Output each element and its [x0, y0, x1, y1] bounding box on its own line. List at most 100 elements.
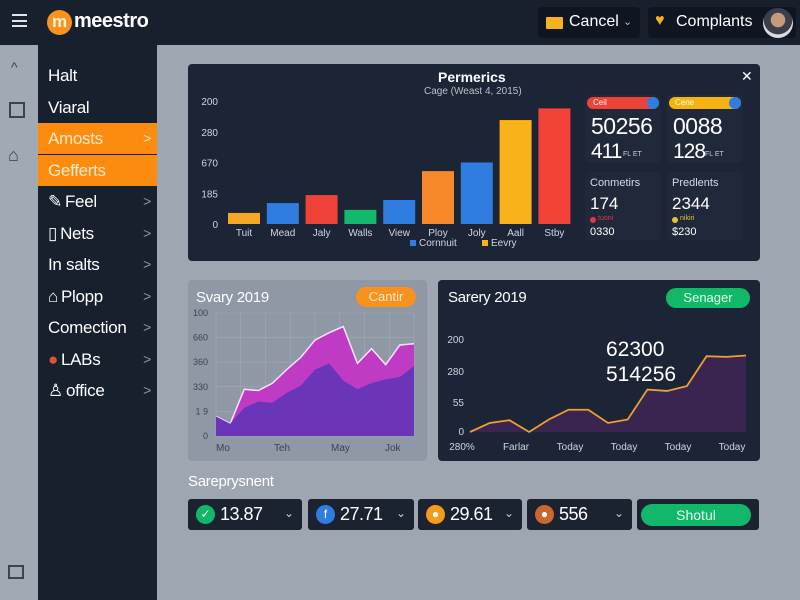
- stat-title: Conmetirs: [590, 177, 641, 189]
- sidebar-item-comection[interactable]: Comection >: [38, 312, 157, 343]
- value-dropdown[interactable]: ✓ 13.87 ⌄: [188, 499, 302, 530]
- check-icon: ✓: [196, 505, 215, 524]
- value-dropdown[interactable]: ● 29.61 ⌄: [418, 499, 522, 530]
- x-tick-label: Jok: [385, 443, 402, 454]
- chart-subtitle: Cage (Weast 4, 2015): [424, 86, 522, 97]
- chart-title: Permerics: [438, 69, 506, 85]
- home-icon: ⌂: [48, 286, 58, 306]
- y-tick-label: 670: [201, 159, 218, 170]
- bar-chart: 0 185 670 280 200 Tuit Mead Jaly Walls View Ploy Jo…: [201, 97, 571, 249]
- settings-icon[interactable]: [8, 565, 24, 579]
- value-dropdown[interactable]: ● 556 ⌄: [527, 499, 632, 530]
- dropdown-value: 13.87: [220, 504, 263, 524]
- chevron-down-icon: ⌄: [283, 506, 294, 520]
- x-tick-label: Joly: [468, 228, 486, 239]
- stat-pill[interactable]: Ceil: [587, 97, 659, 109]
- edit-icon[interactable]: [9, 102, 25, 118]
- status-label: nikiri: [680, 215, 695, 222]
- stat-pill[interactable]: Cene: [669, 97, 741, 109]
- user-icon: ♙: [48, 381, 63, 400]
- home-icon[interactable]: ⌂: [8, 145, 19, 165]
- sidebar-item-label: office: [65, 381, 105, 400]
- sidebar-item-nets[interactable]: ▯ Nets >: [38, 218, 157, 249]
- chevron-down-icon: ⌄: [613, 506, 624, 520]
- sidebar-item-plopp[interactable]: ⌂ Plopp >: [38, 281, 157, 312]
- y-tick-label: 0: [203, 431, 208, 441]
- senager-badge[interactable]: Senager: [666, 288, 750, 308]
- user-avatar[interactable]: [763, 8, 793, 38]
- status-dot: [672, 217, 678, 223]
- line-area-fill: [470, 355, 746, 432]
- sidebar-item-label: Amosts: [48, 129, 103, 148]
- stat-pill-label: Ceil: [593, 98, 607, 107]
- cantir-badge[interactable]: Cantir: [356, 287, 416, 307]
- status-label: tuoni: [598, 215, 614, 222]
- close-icon[interactable]: ✕: [741, 68, 753, 84]
- chevron-right-icon: >: [143, 130, 151, 146]
- bar-walls: [344, 209, 377, 224]
- chevron-right-icon: >: [143, 350, 151, 367]
- x-tick-label: Aall: [507, 228, 524, 239]
- bar-view: [383, 200, 416, 224]
- y-tick-label: 1 9: [195, 406, 208, 416]
- stat-small-value: 128: [673, 140, 706, 163]
- stat-unit: FL ET: [705, 151, 724, 158]
- brand-logo[interactable]: m: [47, 10, 72, 35]
- area-chart: 0 1 9 330 360 660 100 Mo Teh May Jok: [193, 308, 415, 454]
- top-header: m meestro Cancel ⌄ ♥ Complants: [0, 0, 800, 45]
- microphone-icon: ●: [426, 505, 445, 524]
- chevron-up-icon[interactable]: ^: [11, 59, 18, 75]
- sidebar-item-label: Gefferts: [48, 160, 106, 180]
- stat-small-value: 411: [591, 140, 623, 163]
- sidebar-nav: Halt Viaral Amosts > Gefferts ✎ Feel > ▯ Nets > In …: [38, 45, 157, 600]
- dropdown-value: 27.71: [340, 504, 383, 524]
- sidebar-item-feel[interactable]: ✎ Feel >: [38, 186, 157, 217]
- chevron-down-icon: ⌄: [395, 506, 406, 520]
- x-tick-label: View: [388, 228, 410, 239]
- x-tick-label: Stby: [544, 228, 564, 239]
- avatar-icon: ●: [535, 505, 554, 524]
- chevron-right-icon: >: [143, 256, 151, 272]
- sidebar-item-viaral[interactable]: Viaral: [38, 92, 157, 123]
- bar-tuit: [228, 212, 260, 224]
- legend-label: Eevry: [491, 238, 517, 249]
- y-tick-label: 185: [201, 189, 218, 200]
- x-tick-label: Jaly: [313, 228, 331, 239]
- value-dropdown[interactable]: f 27.71 ⌄: [308, 499, 414, 530]
- x-tick-label: May: [331, 443, 350, 454]
- x-tick-label: Farlar: [503, 442, 530, 453]
- chevron-down-icon: ⌄: [623, 16, 633, 28]
- sidebar-item-gefferts[interactable]: Gefferts: [38, 154, 157, 186]
- sidebar-item-label: LABs: [60, 349, 101, 369]
- menu-icon[interactable]: [12, 14, 27, 27]
- legend-label: Cornnuit: [419, 238, 457, 249]
- bar-mead: [266, 203, 299, 224]
- x-tick-label: Walls: [348, 228, 372, 239]
- chevron-right-icon: >: [143, 319, 151, 335]
- x-tick-label: Today: [719, 442, 746, 453]
- shotul-button[interactable]: Shotul: [641, 504, 751, 526]
- sidebar-item-office[interactable]: ♙ office >: [38, 375, 157, 406]
- stat-sub-value: $230: [672, 226, 697, 238]
- x-tick-label: Today: [557, 442, 584, 453]
- sidebar-item-label: In salts: [48, 255, 100, 274]
- sidebar-item-in-salts[interactable]: In salts >: [38, 249, 157, 280]
- x-tick-label: Ploy: [428, 228, 447, 239]
- legend-swatch: [410, 240, 416, 246]
- line-chart-panel: Sarery 2019 Senager 0 55 280 200 280% Farlar T…: [438, 280, 760, 461]
- y-tick-label: 660: [193, 333, 208, 343]
- stat-title: Predlents: [672, 177, 719, 189]
- chevron-right-icon: >: [143, 193, 151, 209]
- y-tick-label: 280: [201, 128, 218, 139]
- sidebar-item-halt[interactable]: Halt: [38, 60, 157, 91]
- info-icon: [647, 97, 659, 109]
- sidebar-item-amosts[interactable]: Amosts >: [38, 123, 157, 154]
- bar-ploy: [422, 171, 454, 224]
- line-chart: 0 55 280 200 280% Farlar Today Today Today Today: [447, 335, 747, 453]
- chevron-right-icon: >: [143, 382, 151, 398]
- cancel-dropdown[interactable]: Cancel ⌄: [538, 7, 640, 38]
- y-tick-label: 280: [447, 367, 464, 378]
- sidebar-item-labs[interactable]: ● LABs >: [38, 344, 157, 375]
- tablet-icon: ▯: [48, 223, 58, 243]
- x-tick-label: Mo: [216, 443, 230, 454]
